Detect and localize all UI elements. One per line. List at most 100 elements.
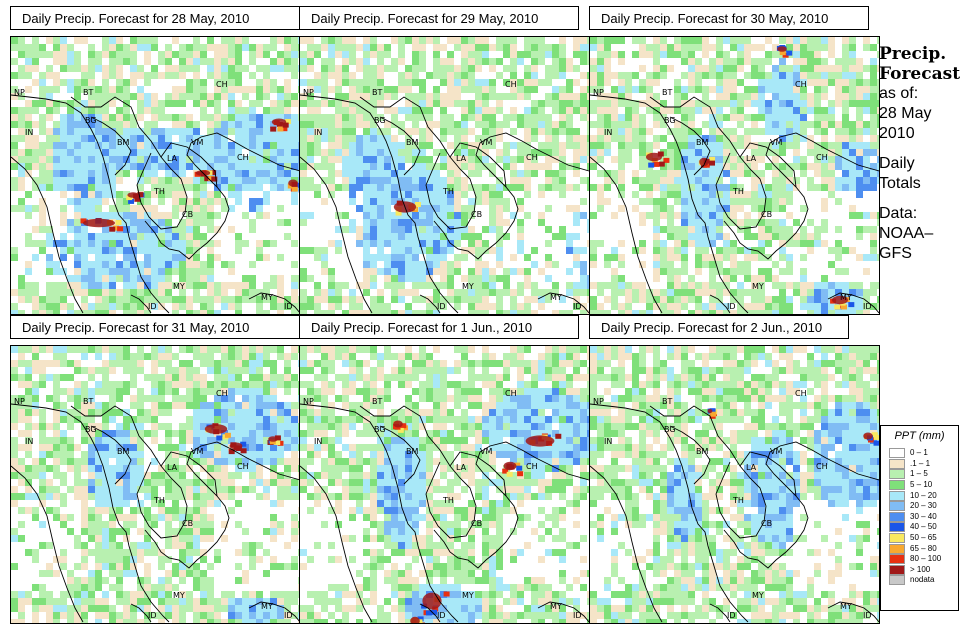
country-labels: NP BT CH BG IN BM VM LA CH TH CB MY MY ID ID: [593, 80, 872, 311]
country-label: LA: [456, 154, 467, 163]
precip-grid: [590, 37, 879, 314]
country-label: LA: [167, 463, 178, 472]
legend-swatch: [889, 448, 905, 459]
country-label: BM: [406, 138, 418, 147]
country-label: ID: [863, 302, 872, 311]
legend-item: 80 – 100: [889, 554, 958, 565]
country-label: TH: [732, 187, 744, 196]
country-label: MY: [173, 591, 185, 600]
country-borders: [300, 403, 589, 623]
country-label: NP: [303, 397, 314, 406]
country-label: BG: [85, 116, 97, 125]
country-label: CH: [526, 153, 538, 162]
precip-grid: [300, 346, 589, 623]
country-label: BT: [372, 88, 382, 97]
country-label: IN: [314, 128, 322, 137]
country-label: BT: [372, 397, 382, 406]
country-label: BG: [664, 116, 676, 125]
legend-label: > 100: [910, 564, 931, 574]
country-label: VM: [191, 138, 203, 147]
country-label: CH: [816, 153, 828, 162]
country-label: BM: [117, 138, 129, 147]
precip-map: NP BT CH BG IN BM VM LA CH TH CB MY MY ID ID: [589, 36, 880, 315]
precip-map: NP BT CH BG IN BM VM LA CH TH CB MY MY ID ID: [10, 36, 301, 315]
legend-swatch: [889, 501, 905, 512]
country-label: ID: [863, 611, 872, 620]
legend-swatch: [889, 533, 905, 544]
country-borders: [11, 94, 300, 314]
country-label: BT: [83, 88, 93, 97]
map-canvas: NP BT CH BG IN BM VM LA CH TH CB MY MY ID ID: [590, 346, 879, 623]
legend-label: 80 – 100: [910, 554, 942, 564]
country-label: VM: [770, 138, 782, 147]
legend-label: 10 – 20: [910, 490, 937, 500]
map-canvas: NP BT CH BG IN BM VM LA CH TH CB MY MY ID ID: [11, 346, 300, 623]
country-label: TH: [153, 496, 165, 505]
country-label: MY: [173, 282, 185, 291]
country-label: ID: [573, 302, 582, 311]
legend-label: 5 – 10: [910, 480, 933, 490]
legend-item: 10 – 20: [889, 490, 958, 501]
legend-swatch: [889, 511, 905, 522]
country-label: BG: [374, 116, 386, 125]
legend-label: 50 – 65: [910, 533, 937, 543]
country-label: CB: [182, 519, 193, 528]
country-label: MY: [550, 293, 562, 302]
country-label: BM: [406, 447, 418, 456]
country-labels: NP BT CH BG IN BM VM LA CH TH CB MY MY ID ID: [303, 389, 582, 620]
precip-grid: [300, 37, 589, 314]
country-label: CH: [237, 462, 249, 471]
country-label: ID: [727, 302, 736, 311]
legend-item: 40 – 50: [889, 522, 958, 533]
country-label: CH: [795, 80, 807, 89]
country-label: ID: [284, 302, 293, 311]
legend-label: 1 – 5: [910, 469, 928, 479]
country-label: LA: [167, 154, 178, 163]
map-canvas: NP BT CH BG IN BM VM LA CH TH CB MY MY ID ID: [300, 346, 589, 623]
country-label: MY: [550, 602, 562, 611]
country-label: TH: [732, 496, 744, 505]
caption-source: NOAA–: [879, 225, 934, 242]
country-label: VM: [480, 138, 492, 147]
caption-precip: Precip.: [879, 44, 947, 64]
country-label: BG: [374, 425, 386, 434]
country-label: MY: [261, 293, 273, 302]
country-label: CH: [237, 153, 249, 162]
country-label: CH: [526, 462, 538, 471]
legend-item: nodata: [889, 575, 958, 586]
country-borders: [590, 94, 879, 314]
legend-item: 1 – 5: [889, 469, 958, 480]
country-label: MY: [462, 591, 474, 600]
legend-item: 50 – 65: [889, 533, 958, 544]
country-label: ID: [727, 611, 736, 620]
legend-item: > 100: [889, 564, 958, 576]
country-label: TH: [442, 496, 454, 505]
country-label: VM: [480, 447, 492, 456]
legend-label: .1 – 1: [910, 458, 931, 468]
legend-swatch: [889, 469, 905, 480]
country-label: CH: [795, 389, 807, 398]
map-canvas: NP BT CH BG IN BM VM LA CH TH CB MY MY ID ID: [300, 37, 589, 314]
country-label: CH: [216, 80, 228, 89]
map-canvas: NP BT CH BG IN BM VM LA CH TH CB MY MY ID ID: [590, 37, 879, 314]
country-label: ID: [573, 611, 582, 620]
precip-grid: [11, 346, 300, 623]
precip-map: NP BT CH BG IN BM VM LA CH TH CB MY MY ID ID: [589, 345, 880, 624]
map-caption: Precip. Forecast as of: 28 May 2010 Dail…: [879, 44, 965, 264]
country-label: CB: [471, 210, 482, 219]
legend-item: .1 – 1: [889, 458, 958, 470]
country-label: MY: [752, 591, 764, 600]
country-borders: [300, 94, 589, 314]
map-canvas: NP BT CH BG IN BM VM LA CH TH CB MY MY ID ID: [11, 37, 300, 314]
precip-map: NP BT CH BG IN BM VM LA CH TH CB MY MY ID ID: [10, 345, 301, 624]
country-label: NP: [593, 397, 604, 406]
country-label: ID: [437, 611, 446, 620]
country-label: ID: [284, 611, 293, 620]
legend-swatch: [889, 554, 905, 565]
legend-swatch: [889, 480, 905, 491]
country-label: BT: [662, 88, 672, 97]
caption-forecast: Forecast: [879, 64, 961, 84]
legend-item: 30 – 40: [889, 511, 958, 523]
country-label: MY: [261, 602, 273, 611]
